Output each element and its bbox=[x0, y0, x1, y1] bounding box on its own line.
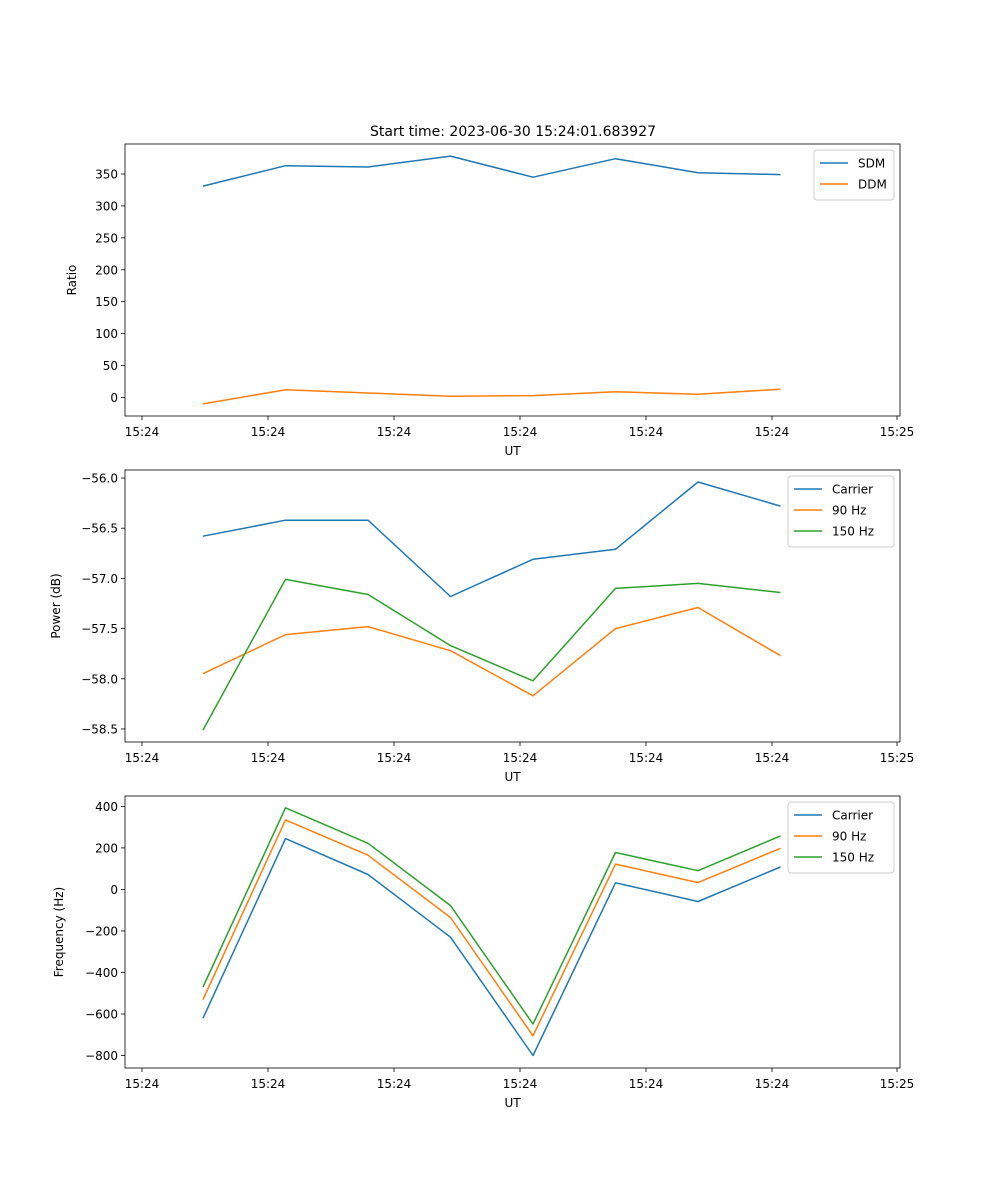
figure-title: Start time: 2023-06-30 15:24:01.683927 bbox=[370, 124, 656, 140]
x-tick-label: 15:25 bbox=[880, 425, 915, 439]
y-tick-label: −400 bbox=[85, 966, 118, 980]
y-axis-label: Frequency (Hz) bbox=[52, 887, 66, 978]
y-tick-label: −58.5 bbox=[81, 722, 118, 736]
series-line-150-hz bbox=[202, 578, 781, 731]
y-tick-label: 200 bbox=[95, 263, 118, 277]
legend-label: SDM bbox=[858, 157, 885, 171]
series-line-ddm bbox=[202, 388, 781, 405]
legend-label: Carrier bbox=[832, 483, 873, 497]
y-tick-label: 400 bbox=[95, 800, 118, 814]
y-tick-label: 150 bbox=[95, 295, 118, 309]
x-tick-label: 15:24 bbox=[503, 1077, 538, 1091]
y-tick-label: 300 bbox=[95, 199, 118, 213]
y-tick-label: 250 bbox=[95, 231, 118, 245]
y-tick-label: −600 bbox=[85, 1008, 118, 1022]
y-tick-label: 0 bbox=[110, 391, 118, 405]
x-axis-label: UT bbox=[504, 1096, 521, 1110]
x-tick-label: 15:25 bbox=[880, 1077, 915, 1091]
plot-frame bbox=[124, 143, 901, 417]
legend-label: 150 Hz bbox=[832, 851, 874, 865]
panel-1: 15:24 15:24 15:24 15:24 15:24 15:24 15:25 UT 0 50… bbox=[65, 143, 915, 458]
y-tick-label: −56.5 bbox=[81, 522, 118, 536]
y-tick-label: 100 bbox=[95, 327, 118, 341]
x-tick-label: 15:24 bbox=[629, 751, 664, 765]
x-tick-label: 15:24 bbox=[251, 425, 286, 439]
panel-3: 15:24 15:24 15:24 15:24 15:24 15:24 15:25 UT −80… bbox=[52, 795, 915, 1110]
legend-label: 90 Hz bbox=[832, 830, 866, 844]
y-tick-label: −200 bbox=[85, 924, 118, 938]
series-line-90-hz bbox=[202, 606, 781, 697]
x-tick-label: 15:24 bbox=[755, 1077, 790, 1091]
x-tick-label: 15:24 bbox=[251, 1077, 286, 1091]
legend-label: 90 Hz bbox=[832, 504, 866, 518]
y-tick-label: 0 bbox=[110, 883, 118, 897]
legend-label: 150 Hz bbox=[832, 525, 874, 539]
x-tick-label: 15:24 bbox=[251, 751, 286, 765]
x-axis-label: UT bbox=[504, 444, 521, 458]
series-line-carrier bbox=[202, 481, 781, 598]
x-tick-label: 15:24 bbox=[629, 425, 664, 439]
series-line-sdm bbox=[202, 155, 781, 187]
x-axis-label: UT bbox=[504, 770, 521, 784]
x-tick-label: 15:24 bbox=[755, 751, 790, 765]
y-tick-label: −800 bbox=[85, 1049, 118, 1063]
legend-box bbox=[787, 801, 895, 874]
y-tick-label: −57.0 bbox=[81, 572, 118, 586]
x-tick-label: 15:24 bbox=[125, 425, 160, 439]
x-tick-label: 15:24 bbox=[377, 751, 412, 765]
y-tick-label: −56.0 bbox=[81, 472, 118, 486]
x-tick-label: 15:24 bbox=[755, 425, 790, 439]
series-line-90-hz bbox=[202, 819, 781, 1037]
x-tick-label: 15:24 bbox=[503, 425, 538, 439]
series-line-carrier bbox=[202, 837, 781, 1057]
x-tick-label: 15:24 bbox=[629, 1077, 664, 1091]
panel-2: 15:24 15:24 15:24 15:24 15:24 15:24 15:25 UT −58… bbox=[49, 469, 915, 784]
y-tick-label: 50 bbox=[103, 359, 118, 373]
legend-box bbox=[787, 475, 895, 548]
plot-frame bbox=[124, 469, 901, 743]
series-line-150-hz bbox=[202, 807, 781, 1025]
y-axis-label: Power (dB) bbox=[49, 573, 63, 638]
x-tick-label: 15:24 bbox=[125, 751, 160, 765]
y-tick-label: 350 bbox=[95, 168, 118, 182]
y-tick-label: −58.0 bbox=[81, 672, 118, 686]
x-tick-label: 15:24 bbox=[377, 1077, 412, 1091]
x-tick-label: 15:24 bbox=[377, 425, 412, 439]
y-tick-label: −57.5 bbox=[81, 622, 118, 636]
y-tick-label: 200 bbox=[95, 841, 118, 855]
y-axis-label: Ratio bbox=[65, 265, 79, 296]
legend-label: DDM bbox=[858, 178, 887, 192]
x-tick-label: 15:25 bbox=[880, 751, 915, 765]
x-tick-label: 15:24 bbox=[503, 751, 538, 765]
legend-label: Carrier bbox=[832, 809, 873, 823]
plot-frame bbox=[124, 795, 901, 1069]
x-tick-label: 15:24 bbox=[125, 1077, 160, 1091]
panels: 15:24 15:24 15:24 15:24 15:24 15:24 15:25 UT 0 50… bbox=[49, 143, 915, 1110]
